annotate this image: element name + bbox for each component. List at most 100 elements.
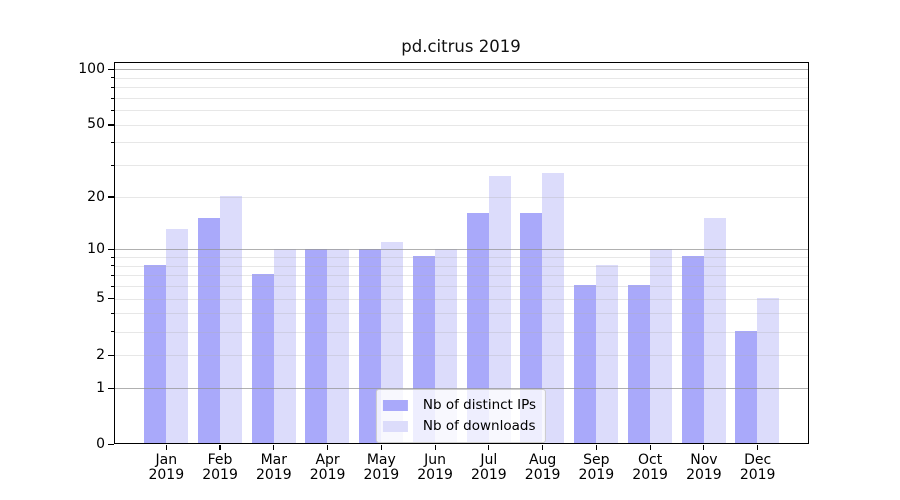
y-minor-tick-60: [110, 109, 114, 111]
x-tick-apr: [326, 444, 329, 450]
x-tick-label-feb: Feb 2019: [202, 451, 238, 484]
x-tick-nov: [703, 444, 705, 450]
legend-item-nb-of-downloads: Nb of downloads: [382, 418, 536, 434]
gridline-y-4: [114, 313, 809, 315]
gridline-y-7: [114, 275, 809, 277]
y-minor-tick-6: [110, 285, 114, 287]
bar-nov-nb-of-downloads: [703, 218, 726, 444]
gridline-y-90: [114, 77, 809, 79]
y-tick-100: [108, 68, 114, 70]
x-tick-dec: [757, 444, 759, 450]
y-minor-tick-8: [110, 265, 114, 267]
x-tick-label-apr: Apr 2019: [309, 451, 346, 484]
y-minor-tick-9: [110, 256, 114, 258]
gridline-y-50: [114, 124, 809, 126]
gridline-y-8: [114, 265, 809, 267]
x-tick-label-mar: Mar 2019: [255, 451, 292, 484]
x-tick-label-dec: Dec 2019: [739, 451, 776, 484]
legend-swatch-distinct-ips: [382, 400, 408, 411]
x-tick-label-jul: Jul 2019: [471, 451, 507, 484]
bar-feb-nb-of-downloads: [219, 196, 242, 444]
gridline-y-100: [114, 69, 809, 71]
chart-title: pd.citrus 2019: [401, 37, 521, 56]
y-minor-tick-30: [110, 164, 114, 166]
grid-layer: [114, 63, 809, 444]
x-tick-aug: [542, 444, 544, 450]
bar-apr-nb-of-downloads: [327, 248, 350, 444]
bar-mar-nb-of-distinct-ips: [251, 274, 274, 444]
y-tick-50: [108, 124, 114, 126]
bar-oct-nb-of-distinct-ips: [627, 285, 650, 444]
x-tick-mar: [273, 444, 275, 450]
gridline-y-80: [114, 87, 809, 89]
bar-jan-nb-of-distinct-ips: [144, 264, 167, 444]
legend-item-nb-of-distinct-ips: Nb of distinct IPs: [382, 397, 537, 413]
gridline-y-20: [114, 196, 809, 198]
x-tick-oct: [649, 444, 651, 450]
bar-apr-nb-of-distinct-ips: [305, 248, 328, 444]
gridline-y-10: [114, 249, 809, 251]
y-tick-10: [108, 248, 114, 251]
gridline-y-2: [114, 354, 809, 356]
bar-aug-nb-of-distinct-ips: [520, 213, 543, 444]
x-tick-label-sep: Sep 2019: [578, 451, 615, 484]
y-tick-2: [108, 354, 114, 356]
y-minor-tick-7: [110, 274, 114, 276]
bar-feb-nb-of-distinct-ips: [197, 218, 220, 444]
bar-jul-nb-of-distinct-ips: [466, 213, 489, 444]
y-tick-20: [108, 196, 114, 198]
x-tick-label-nov: Nov 2019: [686, 451, 722, 484]
y-tick-5: [108, 298, 114, 300]
legend-label-downloads: Nb of downloads: [422, 418, 536, 434]
y-minor-tick-40: [110, 142, 114, 144]
gridline-y-60: [114, 110, 809, 112]
legend: Nb of distinct IPs Nb of downloads: [375, 389, 547, 443]
y-tick-label-50: 50: [87, 116, 105, 133]
gridline-y-9: [114, 257, 809, 259]
x-tick-label-jun: Jun 2019: [417, 451, 453, 484]
gridline-y-30: [114, 165, 809, 167]
x-tick-jul: [488, 444, 490, 450]
y-tick-label-5: 5: [96, 290, 105, 307]
x-tick-label-jan: Jan 2019: [148, 451, 185, 484]
y-tick-1: [108, 387, 114, 389]
y-tick-label-0: 0: [96, 436, 105, 452]
y-minor-tick-70: [110, 97, 114, 99]
bar-sep-nb-of-distinct-ips: [574, 285, 597, 444]
x-tick-may: [380, 444, 382, 450]
plot-area: [113, 61, 810, 445]
y-tick-label-10: 10: [87, 241, 105, 258]
gridline-y-3: [114, 331, 809, 333]
bars-layer: [115, 63, 809, 444]
y-tick-label-2: 2: [96, 346, 105, 363]
gridline-y-70: [114, 97, 809, 99]
legend-label-distinct-ips: Nb of distinct IPs: [422, 397, 537, 413]
bar-dec-nb-of-distinct-ips: [735, 330, 758, 444]
gridline-y-1: [114, 387, 809, 389]
y-minor-tick-80: [110, 86, 114, 88]
gridline-y-40: [114, 142, 809, 144]
bar-jul-nb-of-downloads: [488, 175, 511, 444]
bar-dec-nb-of-downloads: [757, 297, 780, 444]
bar-oct-nb-of-downloads: [649, 248, 672, 444]
gridline-y-5: [114, 298, 809, 300]
bar-aug-nb-of-downloads: [542, 172, 565, 444]
y-minor-tick-3: [110, 331, 114, 333]
bar-nov-nb-of-distinct-ips: [681, 256, 704, 444]
legend-swatch-downloads: [382, 421, 408, 432]
y-tick-0: [108, 443, 114, 446]
bar-sep-nb-of-downloads: [596, 264, 619, 444]
y-tick-label-1: 1: [96, 379, 105, 396]
y-minor-tick-4: [110, 313, 114, 315]
x-tick-label-oct: Oct 2019: [632, 451, 668, 484]
y-tick-label-20: 20: [87, 188, 105, 205]
y-tick-label-100: 100: [78, 60, 105, 77]
x-tick-jun: [434, 444, 436, 450]
bar-may-nb-of-distinct-ips: [359, 248, 382, 444]
x-tick-feb: [219, 444, 221, 450]
x-tick-label-may: May 2019: [363, 451, 400, 484]
bar-jan-nb-of-downloads: [166, 228, 189, 444]
bar-mar-nb-of-downloads: [273, 248, 296, 444]
gridline-y-6: [114, 286, 809, 288]
